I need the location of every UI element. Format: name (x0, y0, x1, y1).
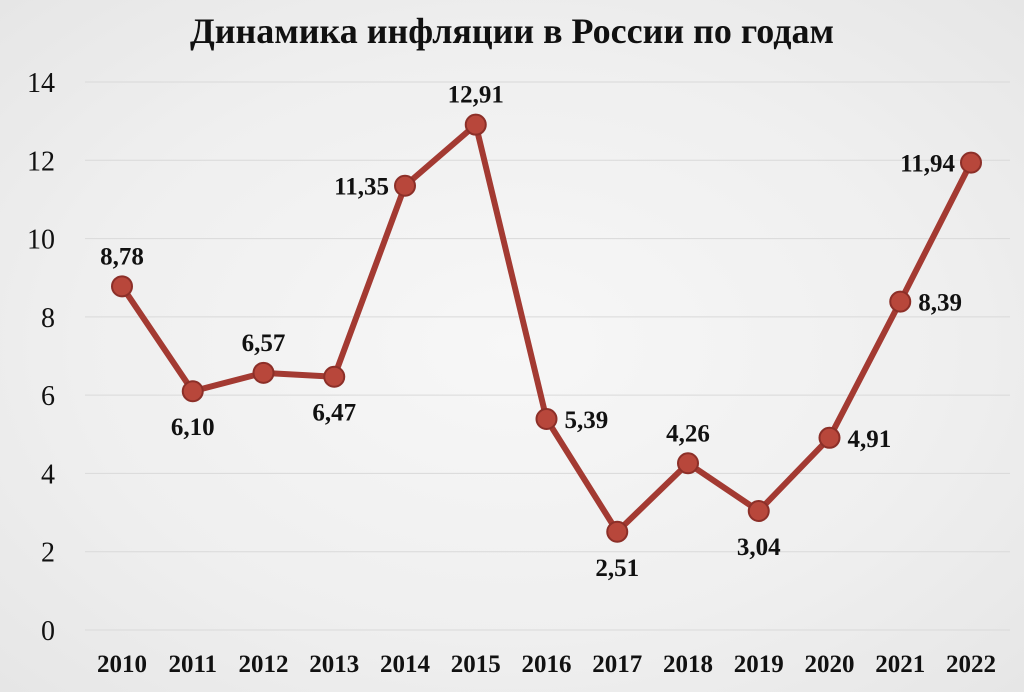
data-point (606, 520, 629, 543)
data-label: 8,39 (918, 290, 962, 317)
x-tick-label: 2014 (380, 651, 431, 678)
data-label: 3,04 (737, 534, 781, 561)
data-label: 11,94 (900, 151, 955, 178)
data-point (677, 452, 699, 475)
data-point (181, 380, 204, 403)
data-point (464, 113, 487, 136)
data-point (535, 408, 558, 431)
grid-lines (85, 81, 1010, 631)
x-tick-label: 2015 (451, 651, 501, 678)
data-point (960, 151, 982, 174)
data-label: 12,91 (448, 82, 504, 109)
data-label: 4,26 (666, 420, 710, 447)
y-tick-label: 2 (41, 538, 55, 569)
data-label: 4,91 (848, 426, 892, 453)
data-label: 11,35 (334, 174, 389, 201)
y-axis: 0 2 4 6 8 10 12 14 (27, 68, 55, 647)
data-label: 2,51 (595, 555, 639, 582)
y-tick-label: 6 (41, 381, 55, 412)
data-label: 6,57 (242, 330, 286, 357)
y-tick-label: 14 (27, 68, 55, 99)
x-tick-label: 2012 (239, 651, 289, 678)
data-label: 6,10 (171, 414, 215, 441)
data-label: 6,47 (312, 400, 356, 427)
data-label: 5,39 (565, 407, 609, 434)
x-tick-label: 2017 (592, 651, 642, 678)
x-tick-label: 2016 (522, 651, 572, 678)
y-tick-label: 0 (41, 616, 55, 647)
x-tick-label: 2013 (309, 651, 359, 678)
x-tick-label: 2018 (663, 651, 713, 678)
data-point (889, 290, 912, 313)
y-tick-label: 12 (27, 146, 55, 177)
data-point (323, 365, 346, 388)
series-line (119, 121, 974, 535)
series-inflation (111, 113, 982, 543)
data-point (252, 361, 275, 384)
x-tick-label: 2011 (168, 651, 217, 678)
y-tick-label: 10 (27, 225, 55, 256)
x-axis: 2010 2011 2012 2013 2014 2015 2016 2017 2018 2019… (97, 651, 996, 678)
data-label: 8,78 (100, 243, 144, 270)
x-tick-label: 2019 (734, 651, 784, 678)
x-tick-label: 2020 (805, 651, 855, 678)
data-point (394, 174, 416, 197)
x-tick-label: 2021 (875, 651, 925, 678)
chart-title: Динамика инфляции в России по годам (190, 11, 834, 51)
data-point (818, 426, 841, 449)
data-point (111, 275, 133, 298)
x-tick-label: 2010 (97, 651, 147, 678)
data-point (747, 500, 770, 523)
x-tick-label: 2022 (946, 651, 996, 678)
y-tick-label: 4 (41, 459, 55, 490)
data-labels: 8,78 6,10 6,57 6,47 11,35 12,91 5,39 2,51 4,26 3,… (100, 82, 962, 582)
y-tick-label: 8 (41, 303, 55, 334)
